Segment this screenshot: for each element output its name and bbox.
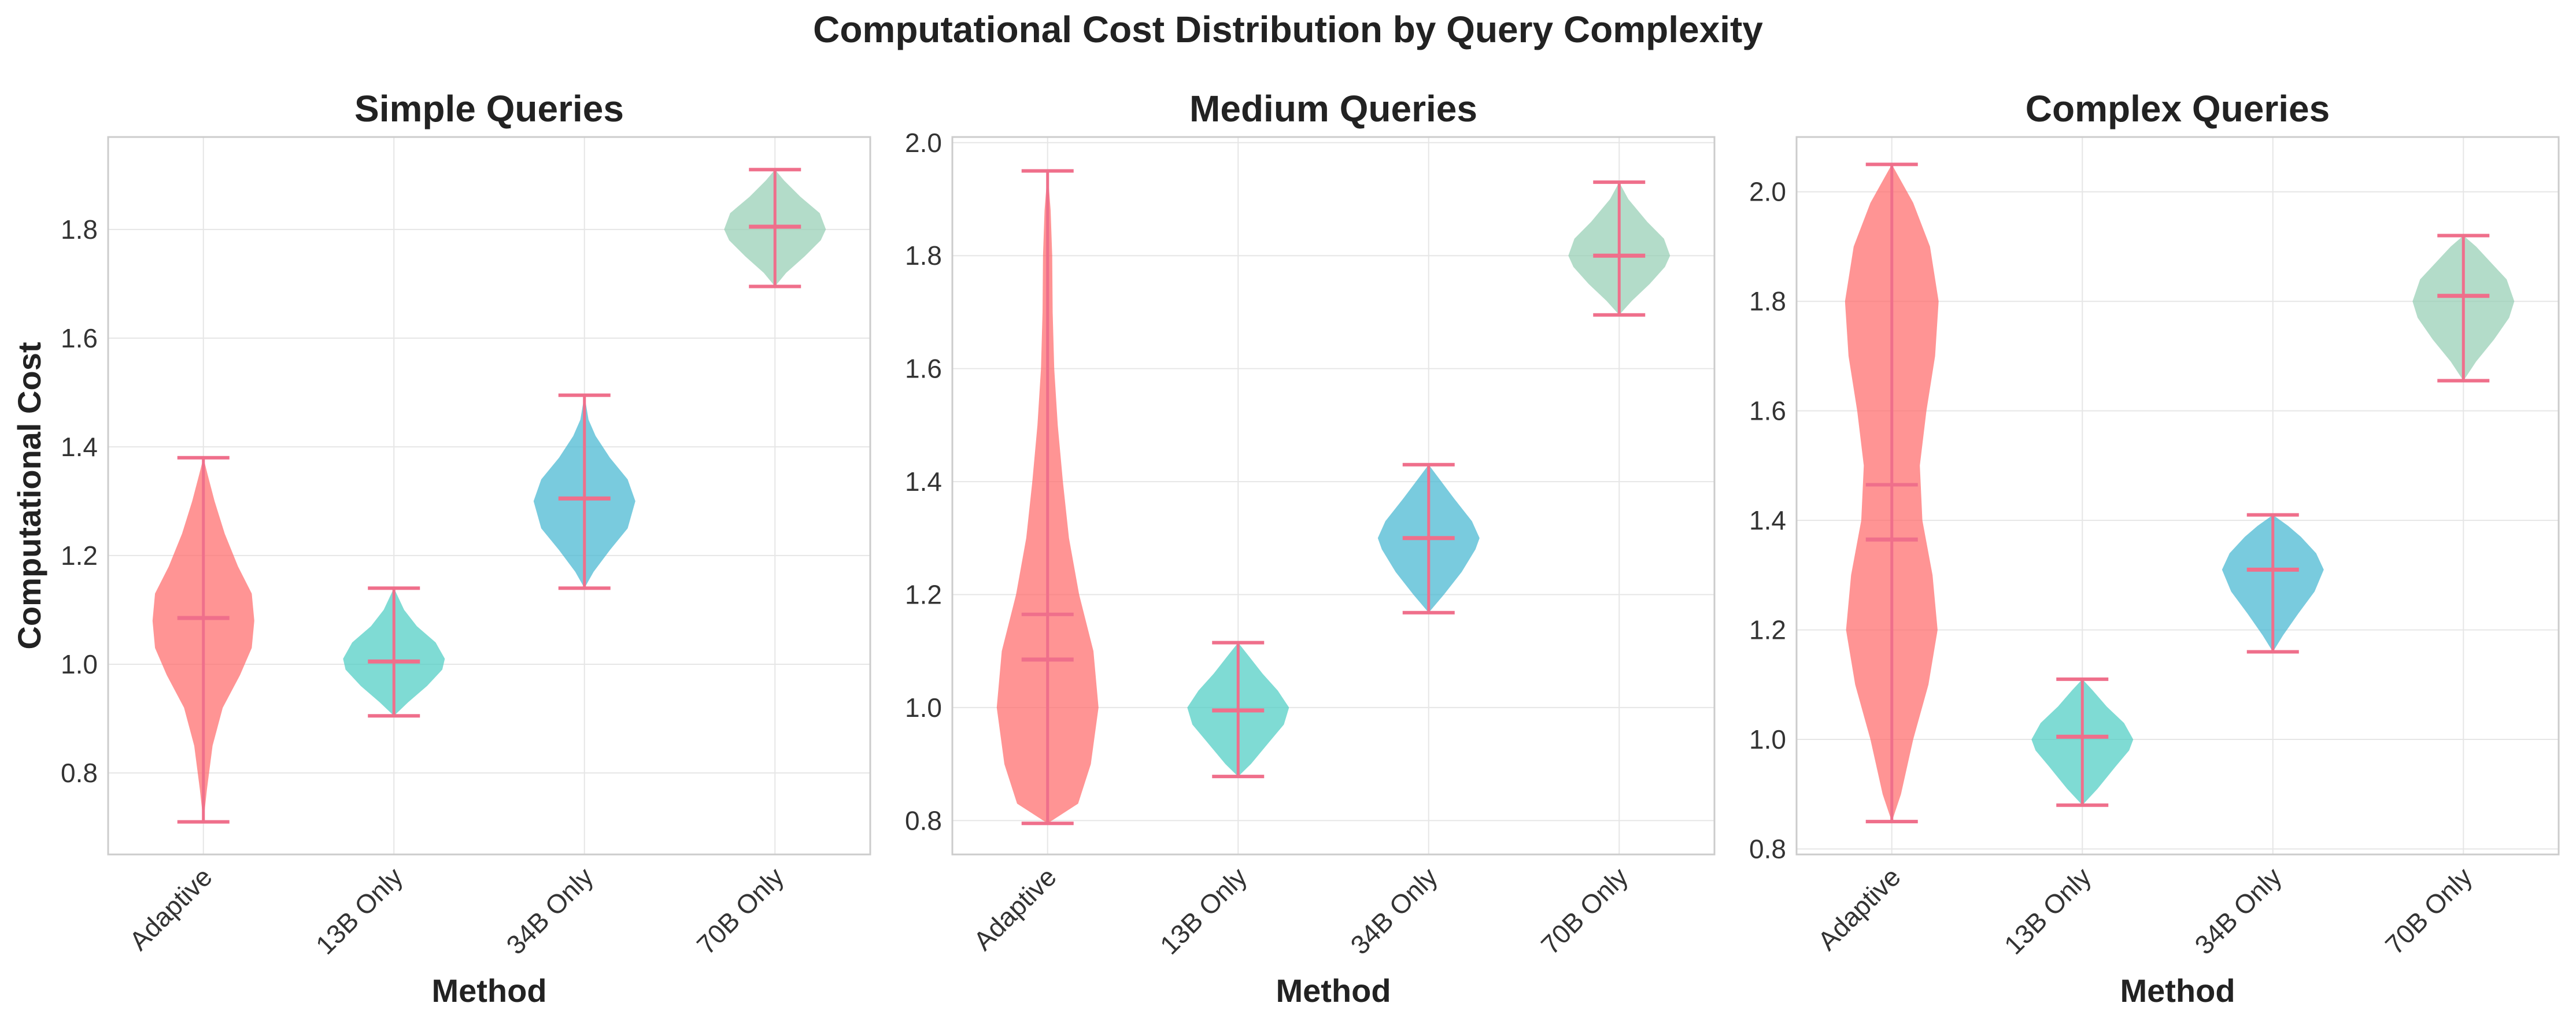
y-tick-label: 1.8: [905, 240, 942, 271]
x-tick-label-70b-only: 70B Only: [2379, 861, 2478, 960]
y-tick-label: 1.0: [905, 693, 942, 723]
y-axis-label: Computational Cost: [11, 342, 47, 650]
panel-title: Medium Queries: [1189, 88, 1477, 129]
x-tick-label-70b-only: 70B Only: [1535, 861, 1634, 960]
x-tick-label-adaptive: Adaptive: [123, 861, 217, 956]
x-axis-label: Method: [2120, 972, 2235, 1009]
x-tick-label-34b-only: 34B Only: [2189, 861, 2287, 960]
x-axis-label: Method: [1276, 972, 1391, 1009]
panel-complex-queries: 0.8 1.0 1.2 1.4 1.6 1.8 2.0 Adaptive 13B Only 34B…: [1749, 88, 2560, 1009]
y-tick-label: 1.6: [61, 323, 98, 353]
y-tick-label: 0.8: [61, 758, 98, 788]
y-tick-label: 1.4: [905, 467, 942, 497]
x-tick-label-34b-only: 34B Only: [500, 861, 599, 960]
x-tick-label-13b-only: 13B Only: [310, 861, 409, 960]
panel-medium-queries: 0.8 1.0 1.2 1.4 1.6 1.8 2.0 Adaptive 13B Only 34B…: [905, 88, 1716, 1009]
y-tick-label: 1.0: [61, 649, 98, 679]
x-tick-label-13b-only: 13B Only: [1998, 861, 2097, 960]
figure-title: Computational Cost Distribution by Query…: [813, 9, 1763, 50]
y-tick-label: 1.4: [61, 432, 98, 462]
y-tick-label: 1.0: [1749, 724, 1786, 754]
y-tick-label: 1.4: [1749, 505, 1786, 535]
panel-simple-queries: 0.8 1.0 1.2 1.4 1.6 1.8 Adaptive 13B Only 34B On…: [11, 88, 871, 1009]
x-tick-label-13b-only: 13B Only: [1154, 861, 1253, 960]
x-tick-label-adaptive: Adaptive: [1812, 861, 1906, 956]
y-tick-label: 1.8: [61, 214, 98, 245]
y-tick-label: 1.2: [1749, 615, 1786, 645]
y-tick-label: 1.6: [1749, 396, 1786, 426]
panel-title: Simple Queries: [354, 88, 624, 129]
y-tick-label: 1.2: [905, 580, 942, 610]
y-tick-label: 2.0: [905, 128, 942, 158]
x-tick-label-34b-only: 34B Only: [1344, 861, 1443, 960]
panel-title: Complex Queries: [2026, 88, 2330, 129]
x-tick-label-adaptive: Adaptive: [967, 861, 1062, 956]
axes-frame: [951, 136, 1716, 856]
x-axis-label: Method: [431, 972, 546, 1009]
axes-frame: [1795, 136, 2560, 856]
y-tick-label: 1.6: [905, 354, 942, 384]
x-tick-label-70b-only: 70B Only: [691, 861, 790, 960]
axes-frame: [107, 136, 871, 856]
y-tick-label: 1.2: [61, 541, 98, 571]
y-tick-label: 2.0: [1749, 177, 1786, 207]
y-tick-label: 0.8: [1749, 834, 1786, 864]
y-tick-label: 1.8: [1749, 286, 1786, 316]
y-tick-label: 0.8: [905, 805, 942, 835]
